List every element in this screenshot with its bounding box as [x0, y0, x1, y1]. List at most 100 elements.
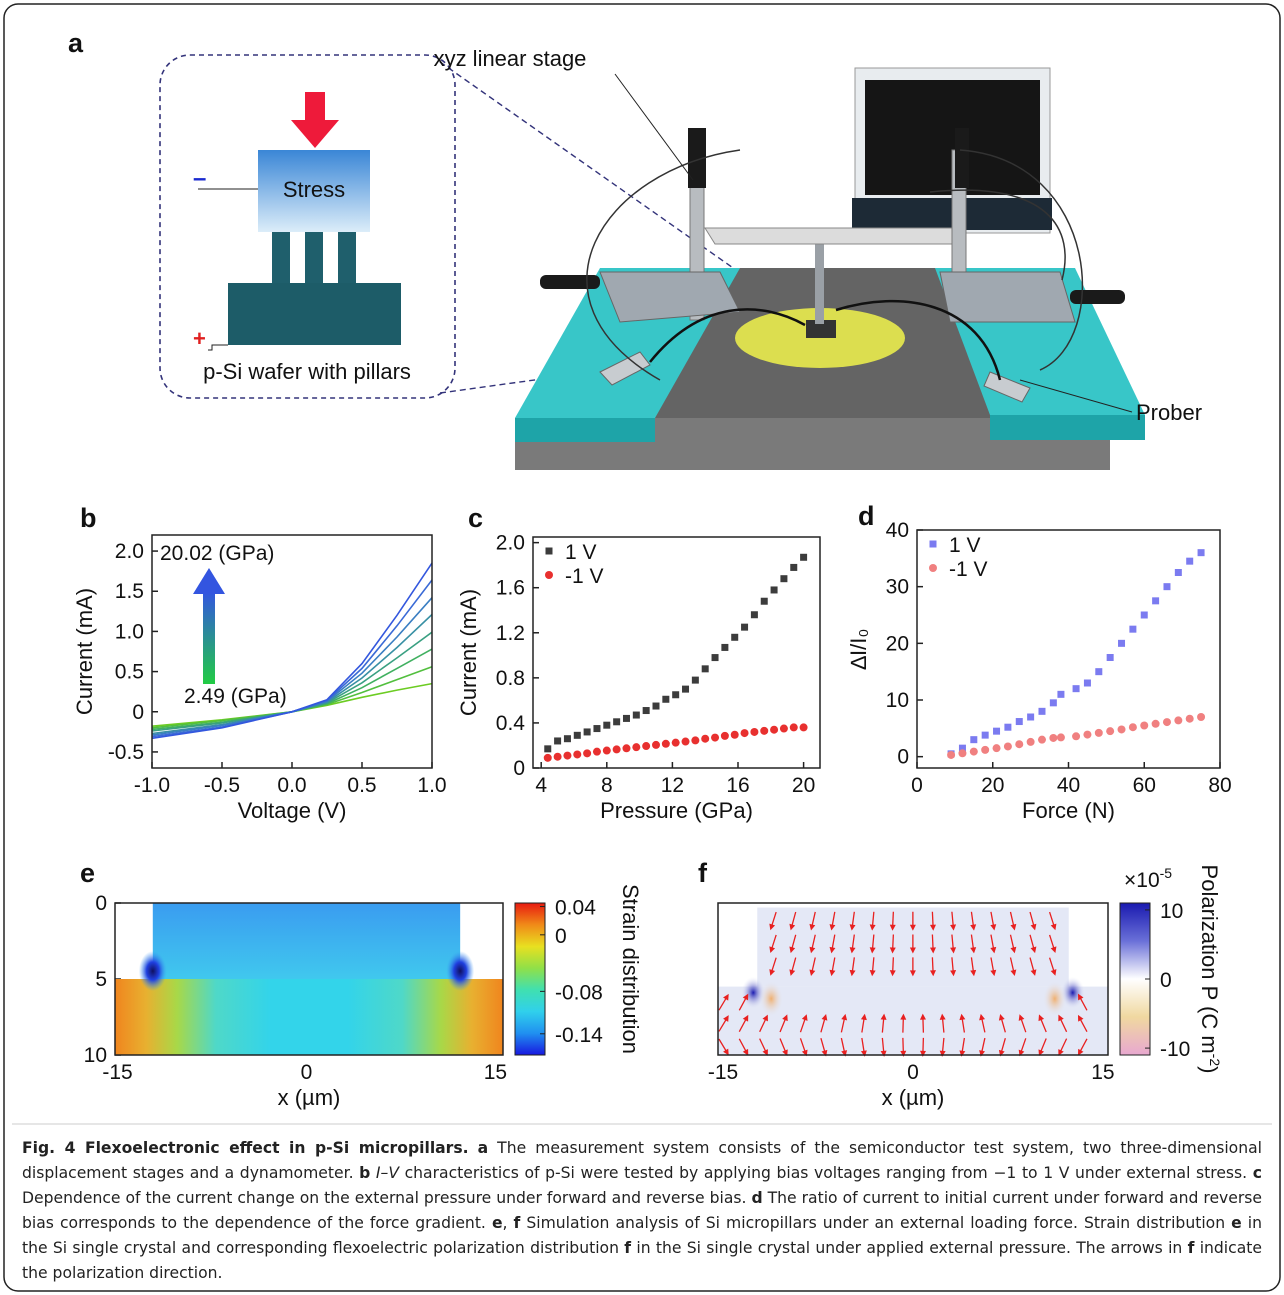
- data-point: [1057, 691, 1064, 698]
- caption-run: d: [751, 1189, 762, 1207]
- data-point: [993, 744, 1001, 752]
- x-tick-label: 8: [601, 774, 613, 797]
- data-point: [652, 741, 660, 749]
- annotation: 20.02 (GPa): [160, 542, 274, 565]
- y-tick-label: 1.0: [115, 620, 144, 643]
- data-point: [1140, 722, 1148, 730]
- data-point: [800, 723, 808, 731]
- micrometer: [540, 275, 600, 289]
- data-point: [800, 554, 807, 561]
- stress-label: Stress: [283, 177, 345, 202]
- annotation: 2.49 (GPa): [184, 685, 287, 708]
- y-tick-label: 0: [897, 746, 909, 769]
- legend-label: -1 V: [949, 558, 988, 581]
- data-point: [731, 634, 738, 641]
- panel-label: f: [698, 858, 708, 888]
- data-point: [1095, 668, 1102, 675]
- legend-label: 1 V: [949, 534, 981, 557]
- y-tick-label: 0.8: [496, 667, 525, 690]
- data-point: [790, 723, 798, 731]
- caption-run: ,: [503, 1214, 514, 1232]
- x-tick-label: 0.0: [277, 774, 306, 797]
- data-point: [554, 737, 561, 744]
- y-axis-label: Current (mA): [72, 588, 97, 715]
- strain-hotspot: [446, 951, 474, 991]
- micrometer: [1070, 290, 1125, 304]
- y-tick-label: 20: [886, 632, 909, 655]
- y-tick-label: -0.5: [108, 741, 144, 764]
- data-point: [1073, 685, 1080, 692]
- data-point: [1198, 549, 1205, 556]
- x-tick-label: 0: [911, 774, 923, 797]
- caption: Fig. 4 Flexoelectronic effect in p-Si mi…: [22, 1136, 1262, 1286]
- data-point: [642, 742, 650, 750]
- legend-label: -1 V: [565, 565, 604, 588]
- x-axis-label: x (µm): [882, 1085, 945, 1110]
- data-point: [1038, 708, 1045, 715]
- caption-run: characteristics of p-Si were tested by a…: [399, 1164, 1253, 1182]
- data-point: [623, 715, 630, 722]
- data-point: [672, 739, 680, 747]
- stage-block: [940, 272, 1075, 322]
- data-point: [544, 745, 551, 752]
- figure: a Stress – + p-Si wafer with pillars xyz…: [0, 0, 1284, 1295]
- data-point: [662, 740, 670, 748]
- caption-run: a: [478, 1139, 489, 1157]
- data-point: [731, 731, 739, 739]
- data-point: [701, 735, 709, 743]
- y-tick-label: 0.5: [115, 661, 144, 684]
- data-point: [982, 732, 989, 739]
- x-axis-label: Voltage (V): [238, 798, 347, 823]
- data-point: [1118, 640, 1125, 647]
- colorbar-label-end: ): [1197, 1066, 1222, 1073]
- data-point: [1197, 713, 1205, 721]
- stress-arrow-shaft: [305, 92, 325, 122]
- y-tick-label: 10: [84, 1044, 107, 1067]
- x-tick-label: 0: [301, 1061, 313, 1084]
- data-point: [573, 750, 581, 758]
- data-point: [1174, 716, 1182, 724]
- caption-run: [469, 1139, 478, 1157]
- data-point: [682, 738, 690, 746]
- panel-label: e: [80, 858, 95, 888]
- data-point: [692, 677, 699, 684]
- data-point: [1004, 742, 1012, 750]
- data-point: [712, 654, 719, 661]
- pressure-arrow-head: [193, 568, 225, 594]
- data-point: [1152, 720, 1160, 728]
- post: [815, 232, 824, 324]
- data-point: [583, 749, 591, 757]
- minus-sign: –: [193, 165, 206, 192]
- data-point: [1141, 612, 1148, 619]
- colorbar-tick-label: 0: [555, 925, 567, 948]
- iv-curve: [152, 580, 432, 737]
- iv-curve: [152, 615, 432, 734]
- data-point: [554, 753, 562, 761]
- right-slab-front: [990, 415, 1145, 440]
- colorbar-tick-label: -0.08: [555, 981, 603, 1004]
- data-point: [1095, 729, 1103, 737]
- x-tick-label: 1.0: [417, 774, 446, 797]
- data-point: [1049, 734, 1057, 742]
- data-point: [1027, 714, 1034, 721]
- plot-frame: [152, 535, 432, 768]
- data-point: [1163, 583, 1170, 590]
- panel-label: a: [68, 28, 84, 58]
- y-tick-label: 0: [95, 892, 107, 915]
- stage-label: xyz linear stage: [434, 46, 587, 71]
- data-point: [970, 748, 978, 756]
- data-point: [1038, 736, 1046, 744]
- strain-hotspot: [139, 951, 167, 991]
- plus-sign: +: [193, 326, 206, 351]
- x-tick-label: 15: [484, 1061, 507, 1084]
- multiplier-sup: -5: [1160, 865, 1173, 881]
- data-point: [1072, 732, 1080, 740]
- data-point: [721, 732, 729, 740]
- colorbar-tick-label: -0.14: [555, 1024, 603, 1047]
- x-tick-label: 20: [792, 774, 815, 797]
- data-point: [603, 747, 611, 755]
- data-point: [603, 722, 610, 729]
- x-tick-label: 20: [981, 774, 1004, 797]
- data-point: [751, 611, 758, 618]
- caption-run: Simulation analysis of Si micropillars u…: [520, 1214, 1231, 1232]
